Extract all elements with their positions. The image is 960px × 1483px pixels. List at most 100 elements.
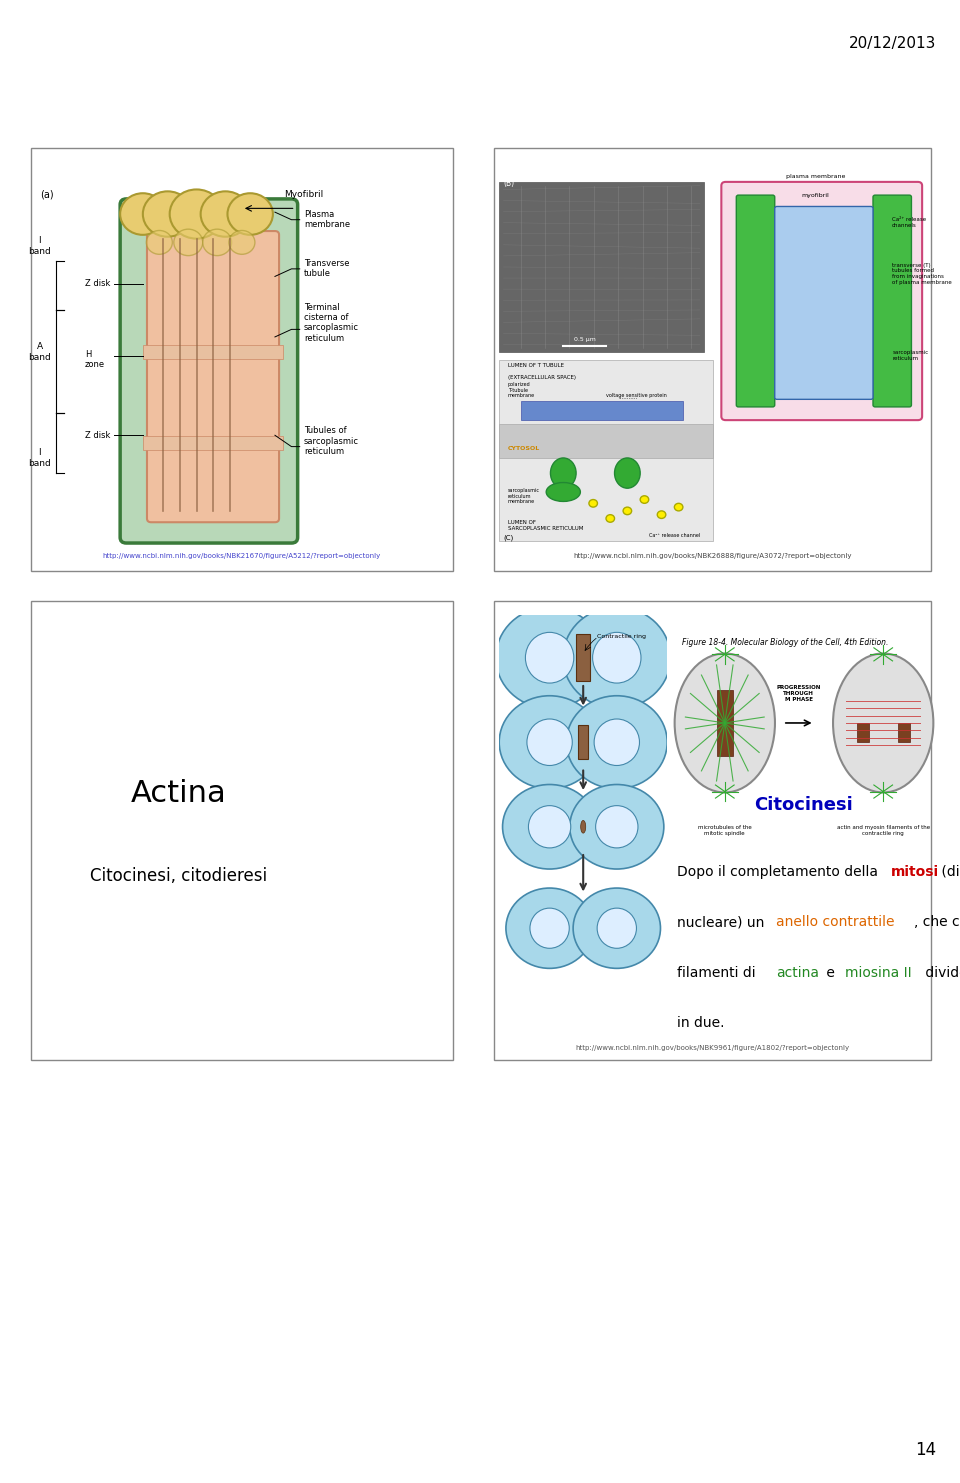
- Text: Ca²⁺ release
channels: Ca²⁺ release channels: [892, 218, 926, 228]
- Text: transverse (T)
tubules formed
from invaginations
of plasma membrane: transverse (T) tubules formed from invag…: [892, 262, 952, 285]
- Text: LUMEN OF
SARCOPLASMIC RETICULUM: LUMEN OF SARCOPLASMIC RETICULUM: [508, 521, 583, 531]
- Text: CYTOSOL: CYTOSOL: [508, 446, 540, 451]
- Ellipse shape: [530, 908, 569, 948]
- Text: myofibril: myofibril: [802, 193, 829, 199]
- Bar: [143, 346, 283, 359]
- Text: Dopo il completamento della: Dopo il completamento della: [677, 865, 882, 878]
- Bar: [856, 724, 869, 742]
- Bar: [494, 601, 931, 1060]
- Circle shape: [143, 191, 192, 237]
- Ellipse shape: [550, 458, 576, 488]
- Ellipse shape: [528, 805, 571, 848]
- Text: 14: 14: [915, 1441, 936, 1459]
- Ellipse shape: [833, 654, 933, 792]
- Text: anello contrattile: anello contrattile: [777, 915, 895, 930]
- Ellipse shape: [527, 719, 572, 765]
- Text: nucleare) un: nucleare) un: [677, 915, 769, 930]
- Ellipse shape: [496, 607, 604, 709]
- Text: in due.: in due.: [677, 1016, 725, 1031]
- Text: voltage sensitive protein: voltage sensitive protein: [606, 393, 667, 399]
- Text: e: e: [822, 965, 839, 980]
- Circle shape: [120, 193, 165, 234]
- Text: http://www.ncbi.nlm.nih.gov/books/NBK9961/figure/A1802/?report=objectonly: http://www.ncbi.nlm.nih.gov/books/NBK996…: [576, 1046, 850, 1051]
- Bar: [717, 690, 732, 756]
- Bar: [31, 148, 453, 571]
- Circle shape: [201, 191, 251, 237]
- Circle shape: [606, 515, 614, 522]
- Bar: [576, 635, 589, 681]
- Text: mitosi: mitosi: [891, 865, 939, 878]
- Circle shape: [588, 500, 597, 507]
- Ellipse shape: [594, 719, 639, 765]
- FancyBboxPatch shape: [873, 196, 911, 406]
- Text: Ca²⁺ release channel: Ca²⁺ release channel: [649, 534, 700, 538]
- Ellipse shape: [566, 696, 667, 789]
- Bar: [898, 724, 910, 742]
- Text: http://www.ncbi.nlm.nih.gov/books/NBK21670/figure/A5212/?report=objectonly: http://www.ncbi.nlm.nih.gov/books/NBK216…: [103, 553, 381, 559]
- Text: http://www.ncbi.nlm.nih.gov/books/NBK26888/figure/A3072/?report=objectonly: http://www.ncbi.nlm.nih.gov/books/NBK268…: [573, 553, 852, 559]
- Ellipse shape: [597, 908, 636, 948]
- Circle shape: [146, 230, 173, 254]
- Ellipse shape: [525, 632, 574, 684]
- Text: filamenti di: filamenti di: [677, 965, 760, 980]
- Ellipse shape: [506, 888, 593, 968]
- Text: Actina: Actina: [131, 779, 227, 808]
- Text: Myofibril: Myofibril: [284, 190, 324, 199]
- Text: Transverse
tubule: Transverse tubule: [303, 260, 349, 279]
- Text: (divisione: (divisione: [937, 865, 960, 878]
- Text: I
band: I band: [28, 448, 51, 467]
- Text: I
band: I band: [28, 236, 51, 257]
- Text: divide la cellula: divide la cellula: [922, 965, 960, 980]
- Circle shape: [640, 495, 649, 503]
- Bar: [499, 182, 705, 351]
- Text: Contractile ring: Contractile ring: [597, 635, 646, 639]
- Text: A
band: A band: [28, 343, 51, 362]
- Bar: [520, 402, 683, 420]
- Text: actina: actina: [777, 965, 819, 980]
- FancyBboxPatch shape: [736, 196, 775, 406]
- Text: plasma membrane: plasma membrane: [785, 174, 845, 179]
- Ellipse shape: [499, 696, 600, 789]
- Text: Z disk: Z disk: [85, 279, 110, 289]
- Text: (EXTRACELLULAR SPACE): (EXTRACELLULAR SPACE): [508, 375, 576, 380]
- Circle shape: [203, 230, 231, 255]
- Text: miosina II: miosina II: [845, 965, 912, 980]
- Text: sarcoplasmic
reticulum
membrane: sarcoplasmic reticulum membrane: [508, 488, 540, 504]
- Ellipse shape: [675, 654, 775, 792]
- Ellipse shape: [570, 785, 664, 869]
- Ellipse shape: [573, 888, 660, 968]
- Text: PROGRESSION
THROUGH
M PHASE: PROGRESSION THROUGH M PHASE: [777, 685, 821, 701]
- Ellipse shape: [595, 805, 638, 848]
- FancyBboxPatch shape: [120, 199, 298, 543]
- Text: Tubules of
sarcoplasmic
reticulum: Tubules of sarcoplasmic reticulum: [303, 427, 359, 457]
- Text: sarcoplasmic
reticulum: sarcoplasmic reticulum: [892, 350, 928, 360]
- Text: (a): (a): [39, 188, 53, 199]
- Text: Citocinesi, citodieresi: Citocinesi, citodieresi: [90, 868, 267, 885]
- Text: LUMEN OF T TUBULE: LUMEN OF T TUBULE: [508, 363, 564, 368]
- Text: Citocinesi: Citocinesi: [755, 796, 853, 814]
- FancyBboxPatch shape: [775, 206, 873, 399]
- Circle shape: [658, 510, 666, 519]
- Text: microtubules of the
mitotic spindle: microtubules of the mitotic spindle: [698, 825, 752, 836]
- Ellipse shape: [614, 458, 640, 488]
- Text: H
zone: H zone: [85, 350, 106, 369]
- Text: Z disk: Z disk: [85, 430, 110, 440]
- Text: Plasma
membrane: Plasma membrane: [303, 211, 350, 230]
- Text: 20/12/2013: 20/12/2013: [849, 36, 936, 50]
- Ellipse shape: [592, 632, 641, 684]
- Circle shape: [228, 230, 255, 254]
- Circle shape: [174, 230, 203, 255]
- Bar: [578, 725, 588, 759]
- Circle shape: [674, 503, 683, 510]
- Text: Figure 18-4. Molecular Biology of the Cell, 4th Edition.: Figure 18-4. Molecular Biology of the Ce…: [682, 638, 888, 647]
- Text: (B): (B): [503, 178, 515, 188]
- Text: polarized
T-tubule
membrane: polarized T-tubule membrane: [508, 381, 535, 399]
- Bar: [143, 436, 283, 449]
- Circle shape: [228, 193, 273, 234]
- Text: (C): (C): [503, 534, 514, 541]
- Text: actin and myosin filaments of the
contractile ring: actin and myosin filaments of the contra…: [836, 825, 930, 836]
- Circle shape: [581, 820, 586, 833]
- Ellipse shape: [546, 482, 581, 501]
- Bar: [499, 424, 712, 458]
- Bar: [31, 601, 453, 1060]
